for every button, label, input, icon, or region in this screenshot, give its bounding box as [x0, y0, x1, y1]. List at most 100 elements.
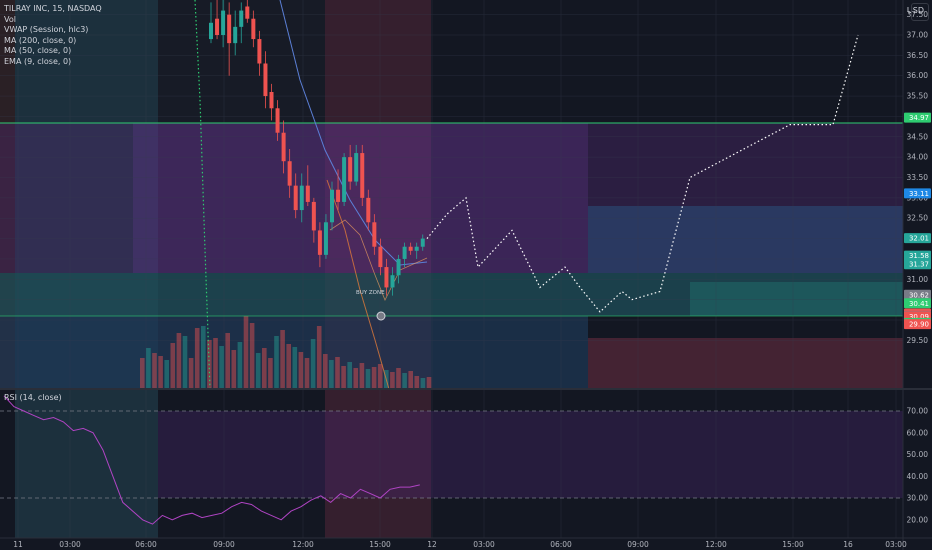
- volume-bar: [140, 358, 145, 388]
- volume-bar: [347, 362, 352, 388]
- time-tick[interactable]: 11: [13, 540, 23, 549]
- candle: [305, 165, 310, 206]
- settings-icon[interactable]: [911, 3, 929, 21]
- price-tick[interactable]: 34.00: [907, 153, 929, 162]
- indicator-ema[interactable]: EMA (9, close, 0): [4, 56, 72, 66]
- candle-body: [251, 18, 256, 40]
- time-tick[interactable]: 15:00: [369, 540, 391, 549]
- price-tag-box: [904, 319, 931, 330]
- rsi-tick: 40.00: [907, 472, 929, 481]
- volume-bar: [371, 367, 377, 388]
- indicator-ma200[interactable]: MA (200, close, 0): [4, 35, 77, 45]
- time-tick[interactable]: 06:00: [550, 540, 572, 549]
- candle: [275, 100, 280, 141]
- price-tick[interactable]: 34.50: [907, 132, 929, 141]
- time-tick[interactable]: 12: [427, 540, 437, 549]
- time-tick[interactable]: 09:00: [213, 540, 235, 549]
- price-tag: 32.01: [904, 233, 931, 244]
- candle-body: [390, 275, 395, 288]
- price-tags: 34.9733.1132.0131.5831.3730.6230.4130.16…: [904, 112, 931, 330]
- time-tick[interactable]: 06:00: [135, 540, 157, 549]
- time-tick[interactable]: 03:00: [59, 540, 81, 549]
- price-tag: 29.90: [904, 319, 931, 330]
- price-tick[interactable]: 29.50: [907, 336, 929, 345]
- candle-body: [348, 157, 353, 182]
- candle-body: [372, 222, 377, 247]
- candle-body: [336, 189, 341, 202]
- price-tag: 30.41: [904, 298, 931, 309]
- time-tick[interactable]: 09:00: [627, 540, 649, 549]
- price-tag-box: [904, 289, 931, 300]
- candle: [263, 51, 268, 109]
- volume-bar: [390, 372, 395, 388]
- vwap-line: [326, 179, 390, 390]
- candle: [317, 222, 322, 268]
- volume-bar: [402, 373, 407, 388]
- indicator-vol[interactable]: Vol: [4, 14, 16, 24]
- price-tag-box: [904, 112, 931, 123]
- indicator-vwap[interactable]: VWAP (Session, hlc3): [4, 25, 89, 34]
- volume-bar: [292, 347, 298, 388]
- candle: [402, 242, 407, 268]
- rsi-tick: 70.00: [907, 407, 929, 416]
- candle-body: [366, 197, 371, 223]
- volume-bar: [164, 360, 169, 388]
- candle-body: [396, 258, 401, 276]
- price-tick[interactable]: 37.00: [907, 31, 929, 40]
- price-tick[interactable]: 31.00: [907, 275, 929, 284]
- price-tick[interactable]: 32.50: [907, 214, 929, 223]
- candle-body: [330, 189, 334, 223]
- time-tick[interactable]: 12:00: [705, 540, 727, 549]
- volume-bar: [359, 363, 365, 388]
- candle: [245, 0, 250, 23]
- teal-zone-right: [690, 282, 903, 316]
- volume-bar: [420, 378, 426, 388]
- indicator-ma50[interactable]: MA (50, close, 0): [4, 46, 72, 55]
- candle: [269, 83, 274, 121]
- candle-body: [360, 153, 365, 198]
- volume-bar: [268, 358, 273, 388]
- time-tick[interactable]: 16: [843, 540, 853, 549]
- price-tick[interactable]: 33.50: [907, 173, 929, 182]
- price-tag: 34.97: [904, 112, 931, 123]
- volume-bar: [396, 368, 401, 388]
- volume-bar: [243, 316, 249, 388]
- volume-bar: [225, 333, 230, 388]
- time-tick[interactable]: 03:00: [885, 540, 907, 549]
- volume-bar: [237, 342, 243, 388]
- candle-body: [323, 222, 328, 255]
- volume-bar: [353, 368, 359, 388]
- candle-body: [414, 246, 419, 251]
- candle: [227, 2, 232, 76]
- time-tick[interactable]: 15:00: [782, 540, 804, 549]
- rsi-panel-label[interactable]: RSI (14, close): [4, 393, 62, 402]
- time-axis[interactable]: 11 03:00 06:00 09:00 12:00 15:00 12 03:00 06:00 0…: [13, 540, 907, 549]
- price-tick[interactable]: 36.50: [907, 51, 929, 60]
- symbol-line[interactable]: TILRAY INC, 15, NASDAQ: [4, 4, 102, 13]
- currency-label[interactable]: USD: [906, 6, 924, 15]
- rsi-band: [15, 390, 158, 538]
- price-tick[interactable]: 37.50: [907, 10, 929, 19]
- time-tick[interactable]: 03:00: [473, 540, 495, 549]
- volume-bar: [298, 352, 304, 388]
- rsi-tick: 50.00: [907, 450, 929, 459]
- price-tag-label: 31.58: [909, 252, 929, 260]
- volume-bar: [280, 330, 285, 388]
- price-tag-label: 33.11: [909, 190, 929, 198]
- candle-body: [233, 26, 238, 44]
- time-tick[interactable]: 12:00: [292, 540, 314, 549]
- candle-body: [420, 238, 425, 247]
- candle: [408, 242, 413, 255]
- price-tick[interactable]: 36.00: [907, 71, 929, 80]
- candle: [209, 2, 213, 44]
- candle: [384, 258, 389, 296]
- candle: [215, 0, 220, 40]
- price-tick[interactable]: 35.50: [907, 92, 929, 101]
- candle-body: [317, 230, 322, 255]
- candle: [293, 173, 298, 219]
- rsi-axis[interactable]: 20.00 30.00 40.00 50.00 60.00 70.00: [907, 407, 929, 525]
- candle: [360, 144, 365, 206]
- price-tag: 30.62: [904, 289, 931, 300]
- candle-body: [342, 157, 347, 202]
